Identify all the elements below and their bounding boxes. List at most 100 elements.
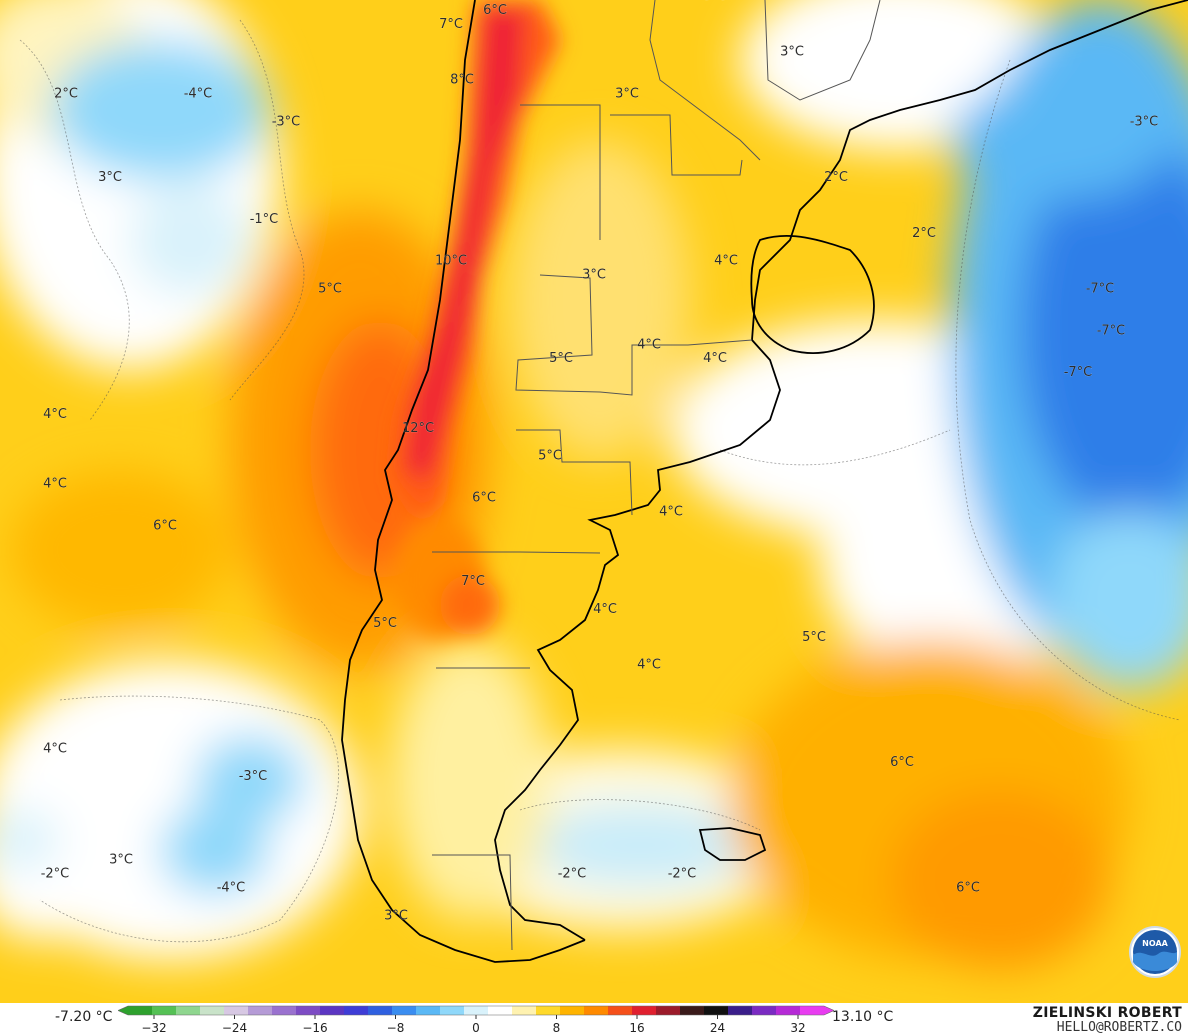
temperature-anomaly-map: 7°C 6°C 8°C 3°C 3°C 3°C -3°C 2°C 2°C -4°C -3°C 2°C 3… bbox=[0, 0, 1188, 1003]
temperature-label: 3°C bbox=[384, 908, 408, 923]
temperature-field bbox=[0, 0, 1188, 1003]
temperature-label: 2°C bbox=[824, 170, 848, 185]
noaa-logo-text: NOAA bbox=[1142, 939, 1168, 948]
temperature-label: -7°C bbox=[1086, 282, 1115, 297]
temperature-label: 5°C bbox=[318, 282, 342, 297]
colorbar-cell bbox=[224, 1006, 249, 1015]
colorbar-cell bbox=[152, 1006, 177, 1015]
colorbar-tick-label: 24 bbox=[710, 1021, 725, 1035]
colorbar-tick-label: 32 bbox=[790, 1021, 805, 1035]
temperature-label: 7°C bbox=[439, 17, 463, 32]
colorbar-cells bbox=[118, 1005, 834, 1016]
colorbar-cell bbox=[560, 1006, 585, 1015]
author-email: HELLO@ROBERTZ.CO bbox=[1056, 1020, 1182, 1035]
temperature-label: 5°C bbox=[802, 630, 826, 645]
temperature-label: 3°C bbox=[780, 45, 804, 60]
noaa-logo: NOAA bbox=[1129, 926, 1181, 978]
colorbar-cell bbox=[320, 1006, 345, 1015]
legend-footer: -7.20 °C −32 −24 −16 −8 0 8 16 24 32 13.10 °C ZI… bbox=[0, 1003, 1188, 1035]
colorbar-cell bbox=[512, 1006, 537, 1015]
temperature-label: 4°C bbox=[43, 407, 67, 422]
temperature-label: 6°C bbox=[483, 3, 507, 18]
temperature-label: 4°C bbox=[637, 658, 661, 673]
temperature-label: 5°C bbox=[549, 351, 573, 366]
temperature-colorbar: −32 −24 −16 −8 0 8 16 24 32 bbox=[118, 1005, 834, 1035]
temperature-label: 6°C bbox=[890, 755, 914, 770]
province-borders bbox=[432, 0, 881, 951]
colorbar-cell bbox=[656, 1006, 681, 1015]
colorbar-cell bbox=[728, 1006, 753, 1015]
temperature-label: 5°C bbox=[538, 449, 562, 464]
colorbar-tick-label: −8 bbox=[387, 1021, 405, 1035]
colorbar-outline bbox=[118, 1005, 834, 1016]
temperature-label: 8°C bbox=[450, 73, 474, 88]
temperature-label: 4°C bbox=[703, 351, 727, 366]
colorbar-cell bbox=[200, 1006, 225, 1015]
temperature-label: 4°C bbox=[593, 602, 617, 617]
author-credit: ZIELINSKI ROBERT bbox=[1032, 1005, 1182, 1021]
temperature-label: -2°C bbox=[41, 867, 70, 882]
colorbar-cell bbox=[344, 1006, 369, 1015]
temperature-label: -2°C bbox=[668, 867, 697, 882]
colorbar-min-label: -7.20 °C bbox=[55, 1009, 113, 1025]
colorbar-cell bbox=[392, 1006, 417, 1015]
temperature-label: -4°C bbox=[184, 87, 213, 102]
colorbar-cell bbox=[118, 1006, 152, 1015]
colorbar-cell bbox=[800, 1006, 834, 1015]
colorbar-cell bbox=[776, 1006, 801, 1015]
temperature-label: -3°C bbox=[239, 769, 268, 784]
temperature-label: 10°C bbox=[435, 254, 467, 269]
temperature-label: 3°C bbox=[703, 0, 727, 4]
colorbar-cell bbox=[176, 1006, 201, 1015]
temperature-label: -7°C bbox=[1097, 323, 1126, 338]
temperature-label: 3°C bbox=[582, 268, 606, 283]
colorbar-tick-label: 8 bbox=[553, 1021, 561, 1035]
colorbar-cell bbox=[368, 1006, 393, 1015]
colorbar-cell bbox=[752, 1006, 777, 1015]
temperature-label: 6°C bbox=[956, 881, 980, 896]
colorbar-tick-label: 16 bbox=[629, 1021, 644, 1035]
colorbar-cell bbox=[536, 1006, 561, 1015]
temperature-label: -4°C bbox=[217, 881, 246, 896]
colorbar-cell bbox=[440, 1006, 465, 1015]
colorbar-cell bbox=[584, 1006, 609, 1015]
colorbar-cell bbox=[248, 1006, 273, 1015]
temperature-label: 4°C bbox=[637, 337, 661, 352]
isotherm-contours bbox=[19, 19, 1181, 943]
temperature-label: -1°C bbox=[250, 212, 279, 227]
colorbar-cell bbox=[704, 1006, 729, 1015]
temperature-label: 4°C bbox=[714, 254, 738, 269]
temperature-label: 4°C bbox=[659, 504, 683, 519]
colorbar-cell bbox=[488, 1006, 513, 1015]
temperature-label: 5°C bbox=[373, 616, 397, 631]
temperature-label: 7°C bbox=[461, 574, 485, 589]
temperature-label: 2°C bbox=[912, 226, 936, 241]
colorbar-max-label: 13.10 °C bbox=[832, 1009, 894, 1025]
temperature-label: 3°C bbox=[98, 170, 122, 185]
temperature-label: 3°C bbox=[615, 87, 639, 102]
temperature-label: 4°C bbox=[43, 477, 67, 492]
temperature-label: -7°C bbox=[1064, 365, 1093, 380]
temperature-label: -3°C bbox=[1130, 114, 1159, 129]
temperature-label: -2°C bbox=[558, 867, 587, 882]
colorbar-tick-label: −16 bbox=[302, 1021, 327, 1035]
colorbar-cell bbox=[608, 1006, 633, 1015]
colorbar-cell bbox=[464, 1006, 489, 1015]
temperature-label: 4°C bbox=[43, 741, 67, 756]
temperature-label: 12°C bbox=[402, 421, 434, 436]
temperature-label: 3°C bbox=[109, 853, 133, 868]
colorbar-tick-label: −24 bbox=[222, 1021, 247, 1035]
colorbar-cell bbox=[680, 1006, 705, 1015]
temperature-label: 2°C bbox=[54, 87, 78, 102]
colorbar-cell bbox=[296, 1006, 321, 1015]
temperature-label: 6°C bbox=[472, 491, 496, 506]
colorbar-cell bbox=[632, 1006, 657, 1015]
temperature-label: -3°C bbox=[272, 114, 301, 129]
colorbar-cell bbox=[416, 1006, 441, 1015]
colorbar-ticks: −32 −24 −16 −8 0 8 16 24 32 bbox=[141, 1015, 806, 1035]
temperature-label: 6°C bbox=[153, 518, 177, 533]
temperature-labels: 7°C 6°C 8°C 3°C 3°C 3°C -3°C 2°C 2°C -4°C -3°C 2°C 3… bbox=[40, 0, 1159, 924]
colorbar-tick-label: −32 bbox=[141, 1021, 166, 1035]
colorbar-tick-label: 0 bbox=[472, 1021, 480, 1035]
coastline bbox=[341, 0, 1188, 963]
